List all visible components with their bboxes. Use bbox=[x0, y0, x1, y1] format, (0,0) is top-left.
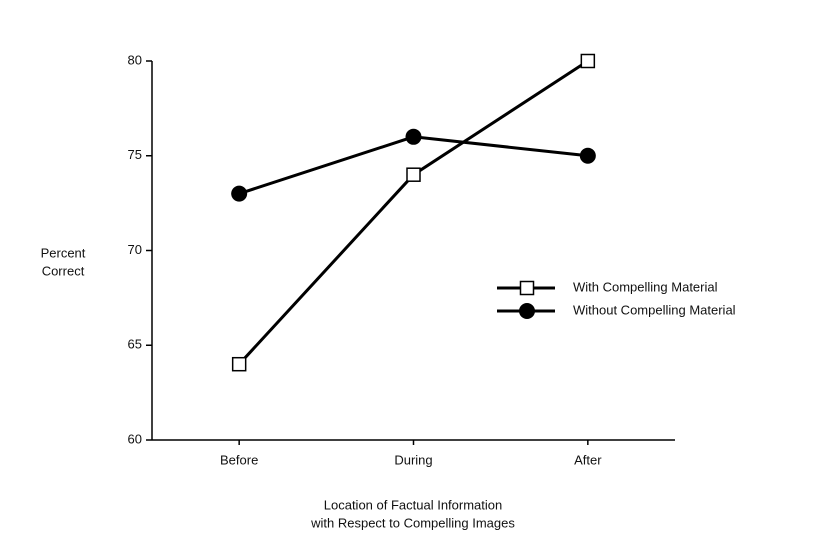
point bbox=[231, 356, 247, 372]
legend-marker bbox=[519, 303, 535, 319]
series-line bbox=[238, 135, 588, 196]
x-tick-label: Before bbox=[220, 452, 258, 467]
x-tick-label: During bbox=[394, 452, 432, 467]
series-line bbox=[238, 59, 589, 366]
y-tick-label: 80 bbox=[128, 52, 142, 67]
x-label: Location of Factual Information bbox=[324, 497, 503, 512]
point bbox=[579, 147, 596, 164]
x-label: with Respect to Compelling Images bbox=[310, 515, 515, 530]
point bbox=[406, 167, 421, 182]
y-tick-label: 60 bbox=[128, 431, 142, 446]
point bbox=[231, 185, 248, 202]
legend-marker bbox=[519, 280, 535, 296]
point bbox=[580, 53, 596, 69]
x-tick-label: After bbox=[574, 452, 602, 467]
y-tick-label: 65 bbox=[128, 337, 142, 352]
y-tick-label: 75 bbox=[128, 147, 142, 162]
legend-label: With Compelling Material bbox=[573, 279, 718, 294]
y-tick-label: 70 bbox=[128, 242, 142, 257]
point bbox=[405, 128, 422, 145]
y-label: Correct bbox=[42, 263, 85, 278]
legend-label: Without Compelling Material bbox=[573, 302, 736, 317]
y-label: Percent bbox=[41, 245, 86, 260]
